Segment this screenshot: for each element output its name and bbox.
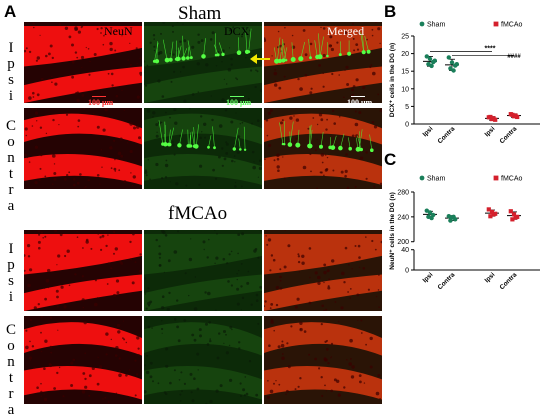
y-tick-label: 40 <box>401 247 409 254</box>
y-axis-label: DCX⁺ cells in the DG (n) <box>389 43 396 117</box>
scalebar-line <box>92 96 106 97</box>
data-point-sham <box>455 62 459 66</box>
data-point-fmcao <box>514 113 518 117</box>
x-tick-label: Ipsi <box>484 271 497 284</box>
micrograph-sham-contra-neun <box>24 108 142 189</box>
y-tick-label: 0 <box>405 122 409 129</box>
data-point-sham <box>429 216 433 220</box>
data-point-sham <box>450 60 454 64</box>
data-point-fmcao <box>492 116 496 120</box>
y-tick-label: 25 <box>401 34 409 41</box>
y-tick-label: 20 <box>401 51 409 58</box>
y-axis-label: NeuN⁺ cells in the DG (n) <box>389 192 396 269</box>
y-tick-label: 5 <box>405 104 409 111</box>
micrograph-sham-contra-dcx <box>144 108 262 189</box>
data-point-sham <box>429 64 433 68</box>
neun-channel-label: NeuN <box>104 24 133 39</box>
y-tick-label: 15 <box>401 69 409 76</box>
legend-marker-fmcao <box>494 176 499 181</box>
legend-label: Sham <box>427 176 445 183</box>
y-tick-label: 10 <box>401 86 409 93</box>
micrograph-fmcao-ipsi-dcx <box>144 230 262 311</box>
y-tick-label: 280 <box>397 190 409 197</box>
data-point-fmcao <box>514 215 518 219</box>
scalebar-merged: 100 μm <box>347 96 372 107</box>
legend-label: fMCAo <box>501 22 523 29</box>
x-tick-label: Ipsi <box>422 125 435 138</box>
x-tick-label: Ipsi <box>422 271 435 284</box>
micrograph-fmcao-contra-dcx <box>144 316 262 404</box>
x-tick-label: Contra <box>499 271 519 291</box>
dcx-channel-label: DCX <box>224 24 249 39</box>
x-tick-label: Contra <box>499 125 519 145</box>
panel-a-letter: A <box>4 2 16 22</box>
data-point-fmcao <box>492 212 496 216</box>
yellow-arrow-icon <box>248 52 272 66</box>
fmcao-title: fMCAo <box>168 203 227 225</box>
micrograph-fmcao-ipsi-neun <box>24 230 142 311</box>
x-tick-label: Contra <box>437 125 457 145</box>
merged-channel-label: Merged <box>327 24 364 39</box>
micrograph-sham-contra-merged <box>264 108 382 189</box>
legend-marker-sham <box>420 176 425 181</box>
micrograph-fmcao-ipsi-merged <box>264 230 382 311</box>
micrograph-fmcao-contra-merged <box>264 316 382 404</box>
significance-mark: #### <box>507 54 521 60</box>
x-tick-label: Ipsi <box>484 125 497 138</box>
significance-mark: **** <box>485 45 496 52</box>
data-point-sham <box>428 57 432 61</box>
y-tick-label: 200 <box>397 239 409 246</box>
micrograph-fmcao-contra-neun <box>24 316 142 404</box>
data-point-sham <box>448 218 452 222</box>
legend-marker-fmcao <box>494 22 499 27</box>
data-point-sham <box>451 215 455 219</box>
micrograph-sham-ipsi-merged <box>264 22 382 103</box>
legend-label: fMCAo <box>501 176 523 183</box>
scalebar-neun: 100 μm <box>88 96 113 107</box>
scalebar-line <box>351 96 365 97</box>
data-point-sham <box>451 68 455 72</box>
scalebar-line <box>230 96 244 97</box>
x-tick-label: Contra <box>437 271 457 291</box>
y-tick-label: 0 <box>405 268 409 275</box>
data-point-sham <box>433 58 437 62</box>
y-tick-label: 240 <box>397 214 409 221</box>
data-point-sham <box>447 55 451 59</box>
legend-marker-sham <box>420 22 425 27</box>
legend-label: Sham <box>427 22 445 29</box>
scalebar-dcx: 100 μm <box>226 96 251 107</box>
